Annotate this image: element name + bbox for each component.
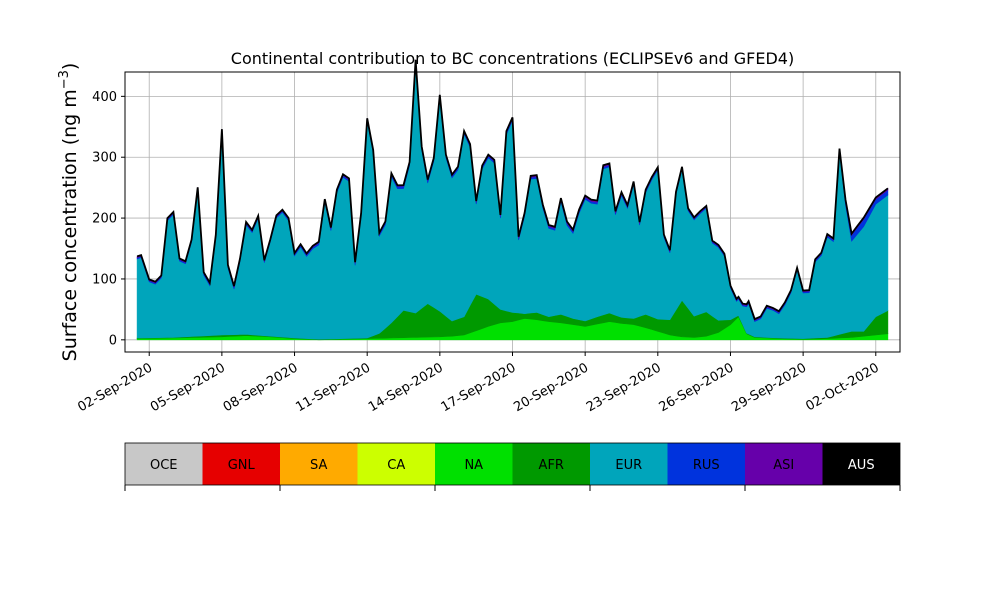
chart-title: Continental contribution to BC concentra… [231, 49, 794, 68]
y-tick-label: 0 [109, 333, 117, 348]
legend-swatch-afr [512, 443, 590, 485]
legend-label-sa: SA [310, 458, 327, 473]
legend-label-afr: AFR [539, 458, 564, 473]
legend-frame [124, 442, 901, 486]
legend-swatch-asi [745, 443, 823, 485]
y-axis-label-exponent: −3 [57, 70, 72, 89]
y-tick-label: 200 [92, 212, 117, 227]
legend-label-asi: ASI [773, 458, 794, 473]
legend-swatch-sa [280, 443, 358, 485]
legend-swatch-rus [667, 443, 745, 485]
y-tick-label: 400 [92, 90, 117, 105]
legend-swatch-aus [822, 443, 900, 485]
legend-swatch-ca [357, 443, 435, 485]
legend-label-oce: OCE [150, 458, 178, 473]
y-axis-label-close: ) [59, 63, 81, 70]
total-outline-layer [136, 59, 889, 321]
y-axis-label-main: Surface concentration (ng m [59, 89, 81, 361]
legend-swatch-na [435, 443, 513, 485]
legend-swatch-oce [125, 443, 203, 485]
y-tick-layer: 0 100 200 300 400 [92, 90, 125, 348]
legend-label-ca: CA [387, 458, 405, 473]
legend-label-aus: AUS [848, 458, 875, 473]
legend-swatch-gnl [202, 443, 280, 485]
legend-label-na: NA [464, 458, 483, 473]
y-tick-label: 100 [92, 272, 117, 287]
y-tick-label: 300 [92, 151, 117, 166]
y-axis-label: Surface concentration (ng m−3) [57, 63, 81, 362]
legend-colorbar: OCE GNL SA CA NA AFR EUR RUS ASI AUS [124, 442, 901, 491]
legend-label-rus: RUS [693, 458, 720, 473]
legend-label-gnl: GNL [228, 458, 256, 473]
legend-label-eur: EUR [615, 458, 642, 473]
legend-swatch-eur [590, 443, 668, 485]
total-outline-line [136, 59, 889, 321]
